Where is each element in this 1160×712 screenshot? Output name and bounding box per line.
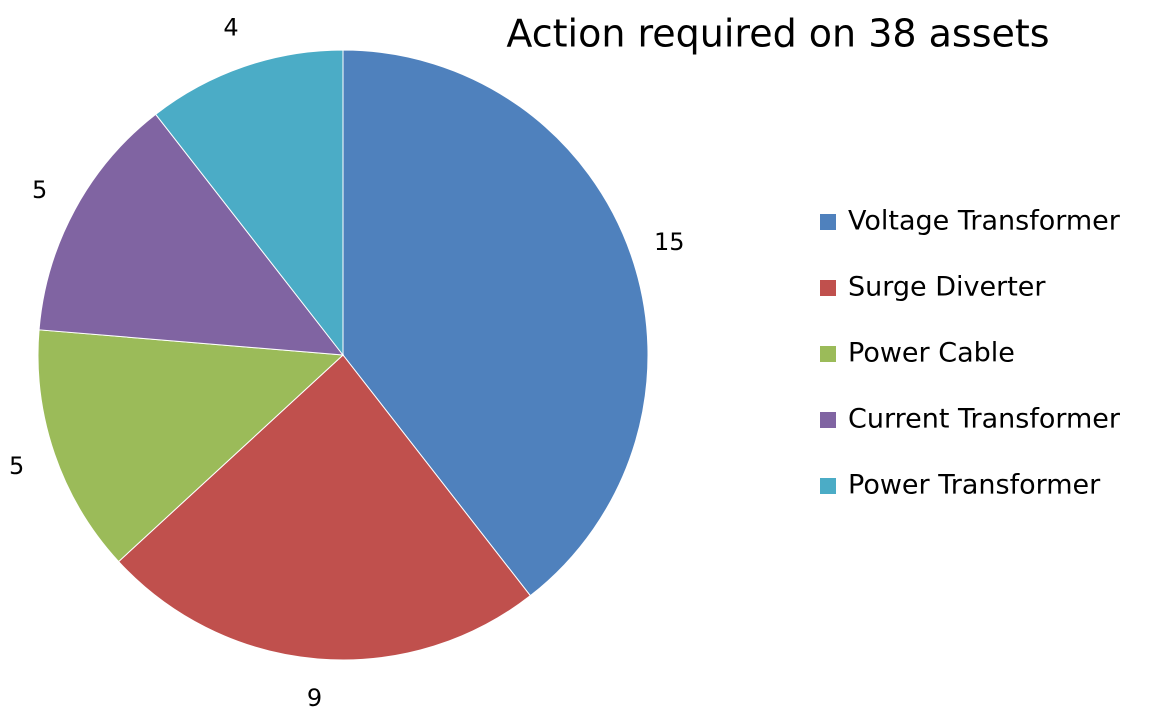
pie-slice xyxy=(37,329,345,563)
data-label: 5 xyxy=(32,176,47,204)
data-label: 9 xyxy=(307,684,322,712)
legend-swatch xyxy=(820,214,836,230)
legend-swatch xyxy=(820,412,836,428)
pie-slice xyxy=(342,49,649,597)
legend-label: Power Transformer xyxy=(848,470,1101,501)
legend-label: Voltage Transformer xyxy=(848,206,1121,237)
legend-swatch xyxy=(820,346,836,362)
legend-swatch xyxy=(820,478,836,494)
data-label: 15 xyxy=(654,228,685,256)
legend-label: Current Transformer xyxy=(848,404,1121,435)
legend-swatch xyxy=(820,280,836,296)
data-label: 4 xyxy=(223,14,238,42)
pie-slice xyxy=(117,354,532,661)
pie-slice xyxy=(38,113,345,356)
chart-title: Action required on 38 assets xyxy=(506,12,1049,56)
data-label: 5 xyxy=(9,452,24,480)
pie-slice xyxy=(154,49,344,357)
legend-label: Surge Diverter xyxy=(848,272,1046,303)
legend-label: Power Cable xyxy=(848,338,1015,369)
